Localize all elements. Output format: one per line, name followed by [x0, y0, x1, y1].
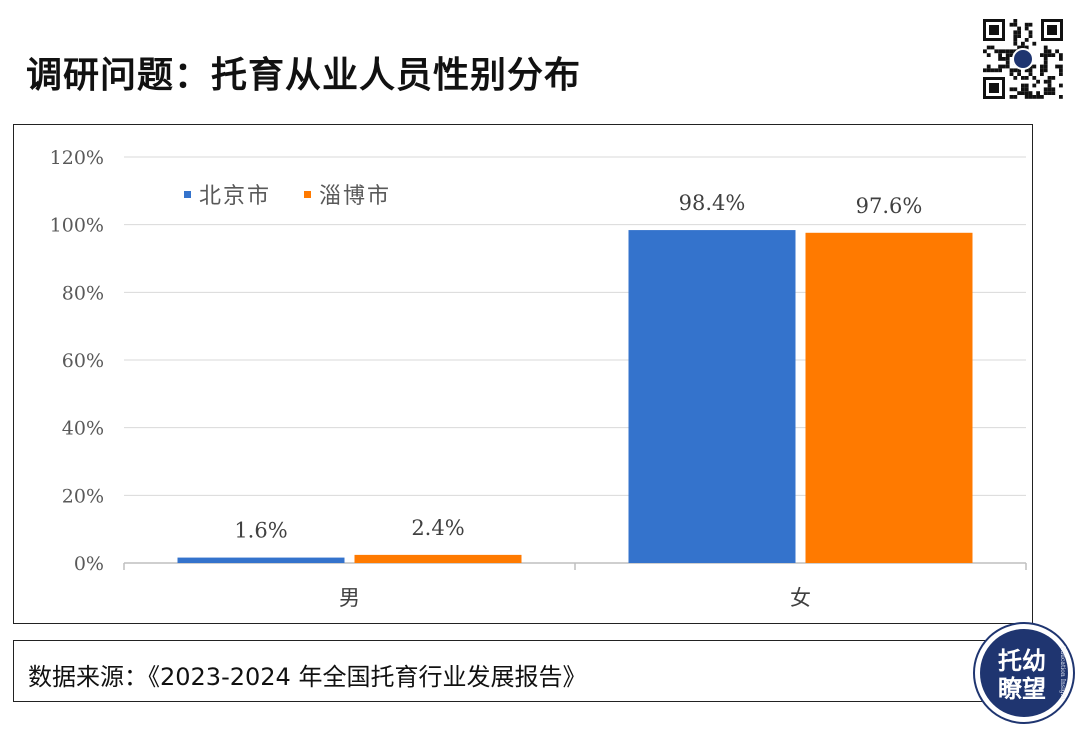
legend-swatch	[184, 191, 191, 198]
data-label: 1.6%	[234, 519, 287, 543]
page-title: 调研问题：托育从业人员性别分布	[26, 55, 582, 96]
brand-logo: Education Insight 托幼 瞭望	[973, 622, 1075, 724]
source-box: 数据来源：《2023-2024 年全国托育行业发展报告》	[13, 640, 998, 702]
bar	[805, 232, 973, 563]
source-text: 数据来源：《2023-2024 年全国托育行业发展报告》	[28, 663, 587, 691]
data-label: 2.4%	[411, 516, 464, 540]
x-category-label: 女	[790, 586, 811, 610]
legend-swatch	[304, 191, 311, 198]
y-tick-label: 120%	[50, 147, 104, 169]
y-tick-label: 80%	[62, 282, 104, 304]
data-label: 97.6%	[856, 194, 923, 218]
bar	[628, 230, 796, 563]
qr-code	[981, 17, 1065, 101]
bar	[177, 557, 345, 563]
legend-label: 淄博市	[319, 184, 391, 209]
y-tick-label: 20%	[62, 485, 104, 507]
logo-text-bottom: 瞭望	[998, 675, 1046, 703]
x-category-label: 男	[339, 586, 360, 610]
y-tick-label: 0%	[74, 553, 104, 575]
y-tick-label: 60%	[62, 350, 104, 372]
bar	[354, 554, 522, 563]
bar-chart: 0% 20% 40% 60% 80% 100% 120% 1.6% 2.4% 男 98.4% 97.6…	[50, 147, 1027, 610]
y-tick-label: 100%	[50, 215, 104, 237]
legend-label: 北京市	[199, 184, 271, 209]
logo-text-top: 托幼	[998, 647, 1046, 675]
logo-ring-text: Education Insight	[1059, 646, 1066, 701]
chart-frame: 0% 20% 40% 60% 80% 100% 120% 1.6% 2.4% 男 98.4% 97.6…	[13, 124, 1033, 624]
data-label: 98.4%	[679, 191, 746, 215]
y-tick-label: 40%	[62, 418, 104, 440]
